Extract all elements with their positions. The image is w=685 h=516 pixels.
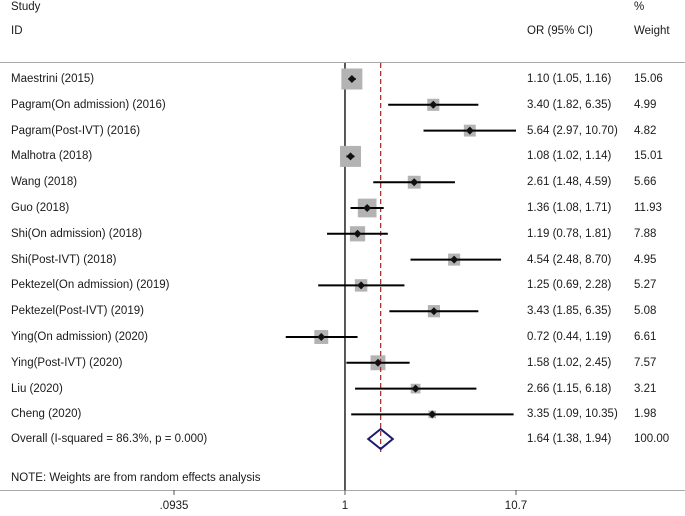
study-weight: 4.82 [634,124,657,137]
point-estimate [347,75,356,83]
header-divider [0,62,685,63]
point-estimate [429,100,438,109]
study-label: Wang (2018) [11,176,78,189]
study-label: Pektezel(Post-IVT) (2019) [11,305,144,318]
point-estimate [429,307,438,316]
study-label: Ying(Post-IVT) (2020) [11,356,123,369]
study-label: Maestrini (2015) [11,73,95,85]
study-weight: 6.61 [634,331,657,343]
x-tick-label: .0935 [159,500,189,512]
study-weight: 15.06 [634,73,663,85]
footer-divider [0,490,685,491]
study-ci-text: 4.54 (2.48, 8.70) [527,253,612,266]
study-ci-text: 1.10 (1.05, 1.16) [527,73,612,85]
study-ci-text: 1.19 (0.78, 1.81) [527,227,612,240]
study-label: Malhotra (2018) [11,150,93,163]
study-ci-text: 3.40 (1.82, 6.35) [527,98,612,111]
study-weight: 3.21 [634,382,657,395]
overall-diamond [366,427,395,451]
overall-label: Overall (I-squared = 86.3%, p = 0.000) [11,433,208,445]
study-weight: 4.95 [634,253,657,266]
study-weight: 5.27 [634,279,657,292]
header-percent: % [634,1,645,13]
overall-weight: 100.00 [634,433,670,445]
study-label: Liu (2020) [11,382,63,395]
study-label: Cheng (2020) [11,408,82,421]
study-ci-text: 1.36 (1.08, 1.71) [527,202,612,214]
weights-note: NOTE: Weights are from random effects an… [11,472,261,484]
point-estimate [411,384,420,393]
study-label: Pagram(Post-IVT) (2016) [11,124,141,137]
study-weight: 11.93 [634,202,662,214]
study-weight: 7.88 [634,227,657,240]
point-estimate [428,410,437,419]
header-or-ci: OR (95% CI) [527,25,593,37]
header-weight: Weight [634,25,670,37]
study-label: Pektezel(On admission) (2019) [11,279,170,292]
study-weight: 4.99 [634,98,657,111]
study-ci-text: 1.25 (0.69, 2.28) [527,279,612,292]
point-estimate [450,255,459,264]
x-tick-label: 1 [341,500,349,512]
study-ci-text: 1.58 (1.02, 2.45) [527,356,612,369]
point-estimate [357,281,366,290]
study-ci-text: 3.43 (1.85, 6.35) [527,305,612,318]
study-ci-text: 3.35 (1.09, 10.35) [527,408,618,421]
point-estimate [465,126,474,135]
study-label: Shi(On admission) (2018) [11,227,143,240]
point-estimate [317,333,326,341]
study-ci-text: 1.08 (1.02, 1.14) [527,150,612,163]
overall-ci-text: 1.64 (1.38, 1.94) [527,433,612,445]
x-tick-label: 10.7 [504,500,528,512]
point-estimate [346,152,355,161]
point-estimate [363,204,372,212]
study-label: Shi(Post-IVT) (2018) [11,253,117,266]
study-ci-text: 2.66 (1.15, 6.18) [527,382,612,395]
study-weight: 1.98 [634,408,657,421]
header-id: ID [11,25,23,37]
point-estimate [373,358,382,367]
study-weight: 7.57 [634,356,657,369]
study-label: Pagram(On admission) (2016) [11,98,166,111]
point-estimate [353,229,362,238]
study-weight: 5.08 [634,305,657,318]
point-estimate [410,178,419,187]
study-label: Guo (2018) [11,202,70,214]
header-study: Study [11,1,41,13]
study-ci-text: 2.61 (1.48, 4.59) [527,176,612,189]
study-weight: 15.01 [634,150,663,163]
study-weight: 5.66 [634,176,657,189]
study-ci-text: 0.72 (0.44, 1.19) [527,331,612,343]
study-label: Ying(On admission) (2020) [11,331,148,343]
study-ci-text: 5.64 (2.97, 10.70) [527,124,618,137]
